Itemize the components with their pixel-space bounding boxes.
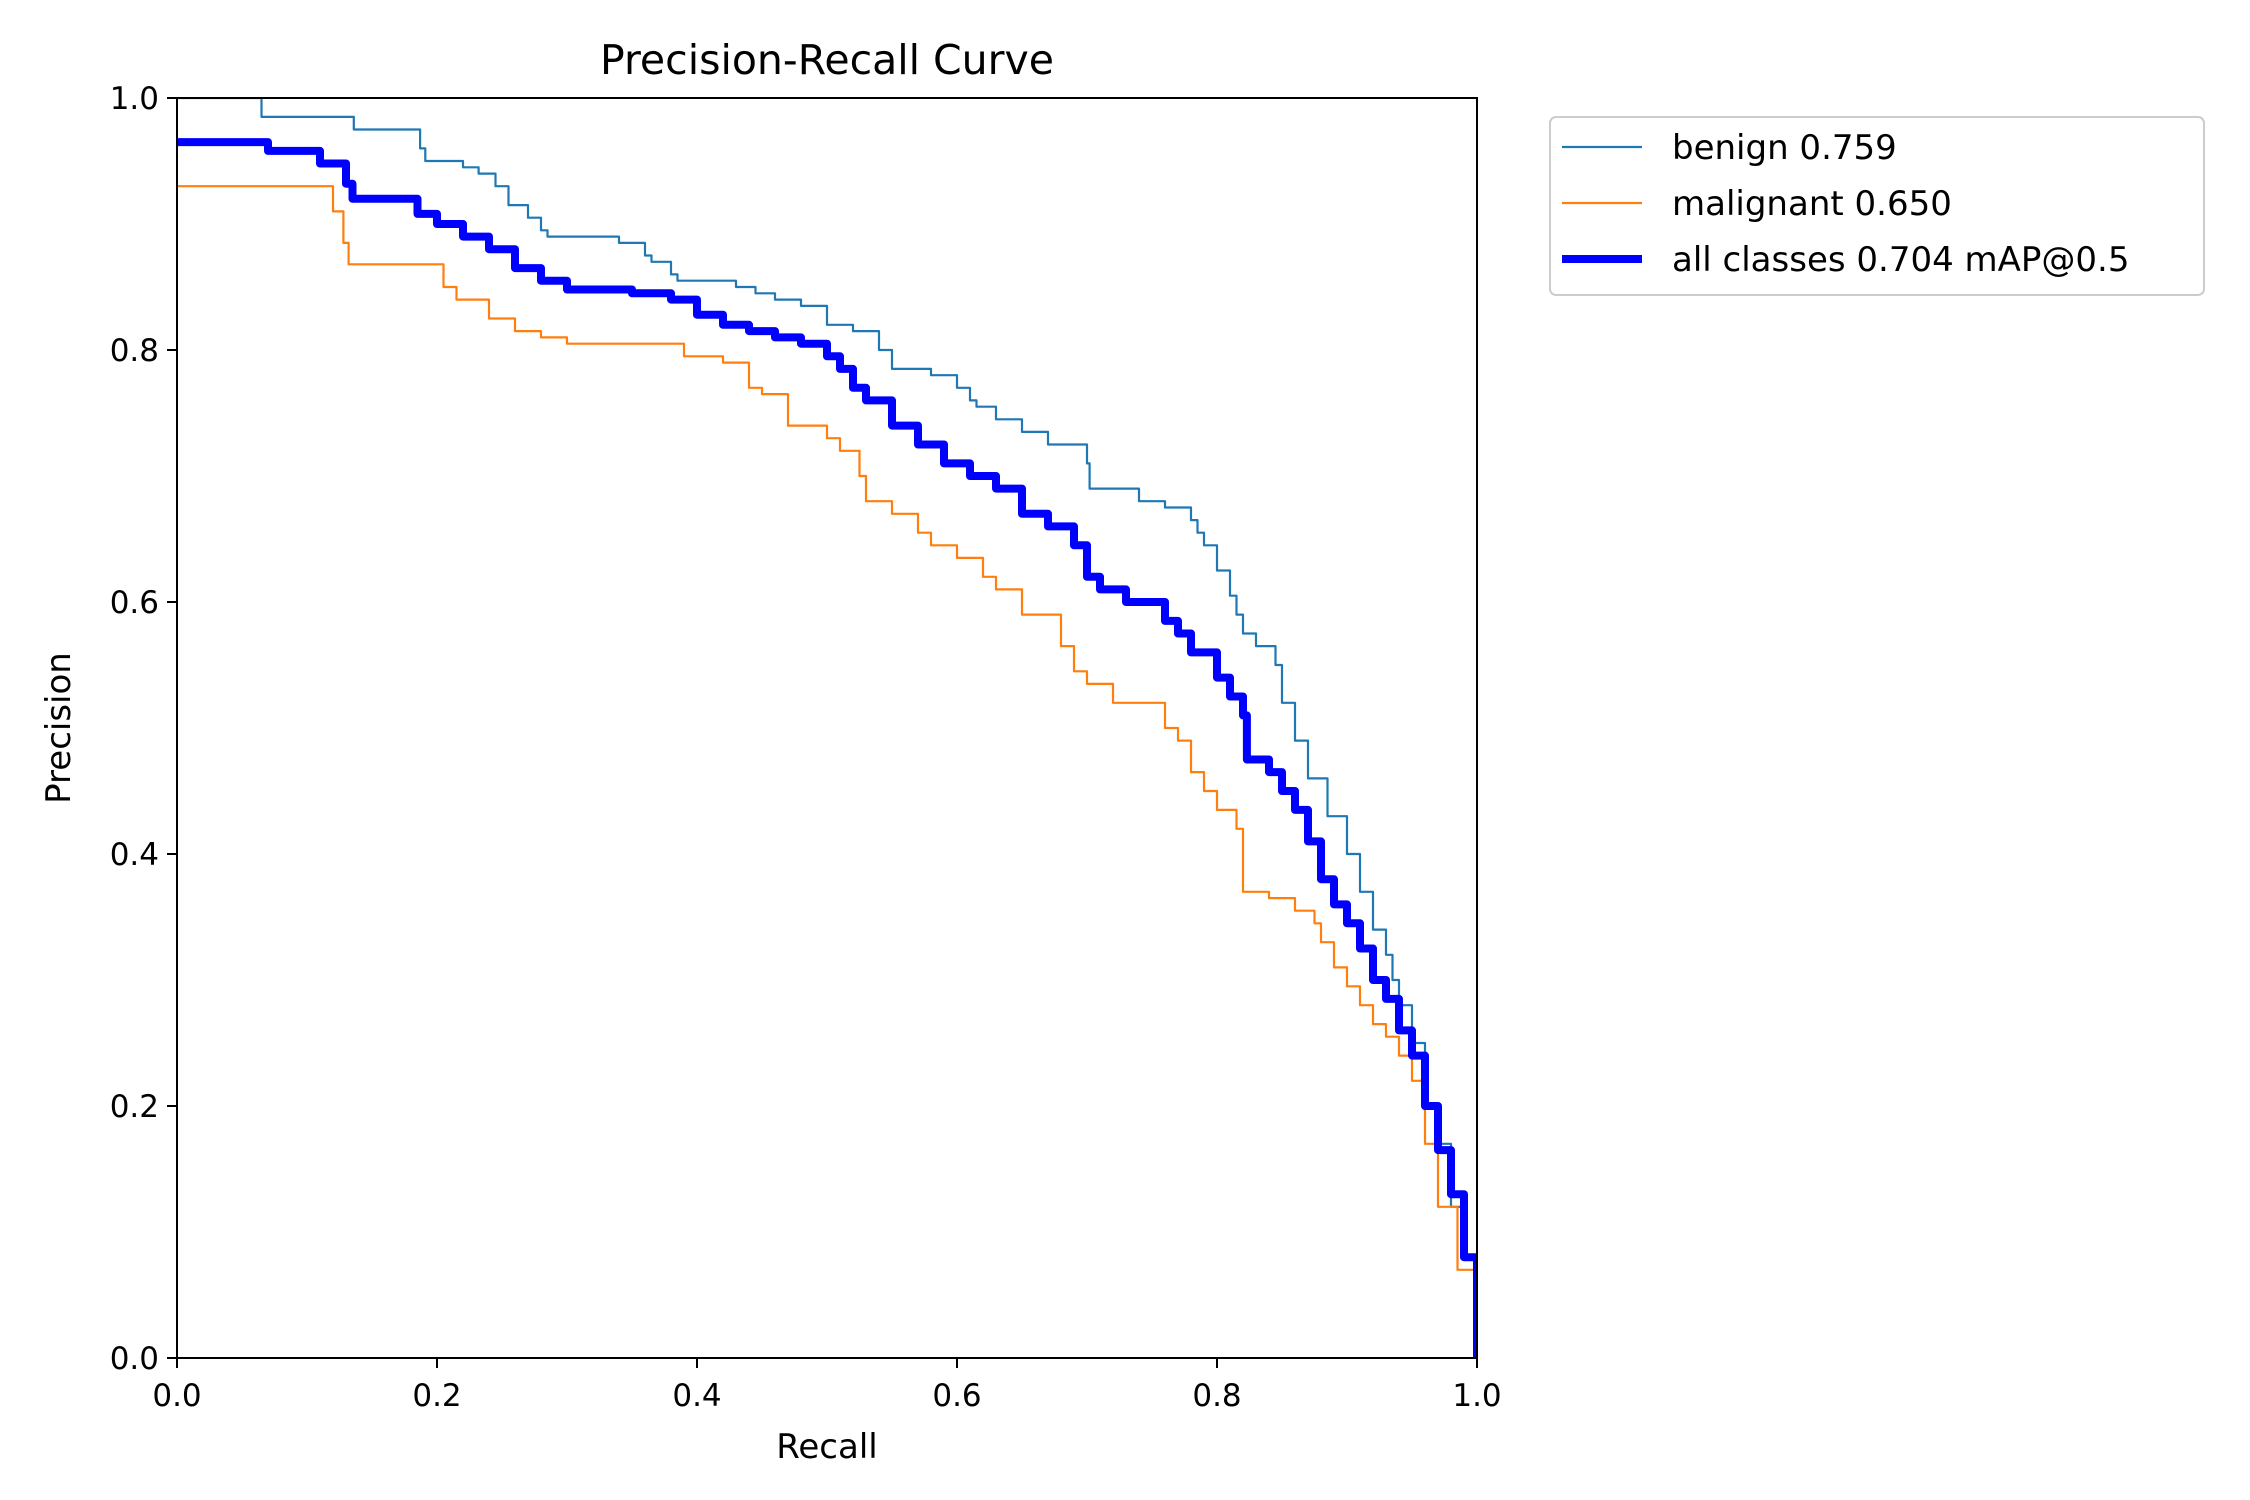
axes-frame bbox=[176, 97, 1478, 1359]
x-tick-label: 0.0 bbox=[152, 1378, 201, 1414]
y-axis-label: Precision bbox=[39, 652, 79, 804]
x-tick-label: 0.6 bbox=[932, 1378, 981, 1414]
series-layer bbox=[177, 98, 1477, 1358]
x-tick-label: 0.4 bbox=[672, 1378, 721, 1414]
legend-label-0: benign 0.759 bbox=[1672, 128, 1897, 168]
legend-label-2: all classes 0.704 mAP@0.5 bbox=[1672, 240, 2129, 280]
y-tick-label: 1.0 bbox=[110, 81, 159, 117]
y-axis: 0.0 0.2 0.4 0.6 0.8 1.0 bbox=[110, 81, 177, 1377]
x-tick-label: 1.0 bbox=[1452, 1378, 1501, 1414]
x-axis-label: Recall bbox=[776, 1427, 877, 1467]
x-tick-label: 0.8 bbox=[1192, 1378, 1241, 1414]
y-tick-label: 0.8 bbox=[110, 333, 159, 369]
series-line-0 bbox=[177, 98, 1477, 1358]
y-tick-label: 0.2 bbox=[110, 1089, 159, 1125]
axes-background bbox=[177, 98, 1477, 1358]
y-tick-label: 0.4 bbox=[110, 837, 159, 873]
chart-title: Precision-Recall Curve bbox=[600, 36, 1054, 84]
legend-label-1: malignant 0.650 bbox=[1672, 184, 1952, 224]
x-axis: 0.0 0.2 0.4 0.6 0.8 1.0 bbox=[152, 1358, 1502, 1414]
series-line-2 bbox=[177, 138, 1477, 1358]
y-tick-label: 0.6 bbox=[110, 585, 159, 621]
series-line-1 bbox=[177, 185, 1477, 1358]
legend-box bbox=[1549, 116, 2205, 296]
x-tick-label: 0.2 bbox=[412, 1378, 461, 1414]
legend: benign 0.759 malignant 0.650 all classes 0… bbox=[1549, 116, 2205, 296]
y-tick-label: 0.0 bbox=[110, 1341, 159, 1377]
plot-area bbox=[176, 97, 1478, 1359]
